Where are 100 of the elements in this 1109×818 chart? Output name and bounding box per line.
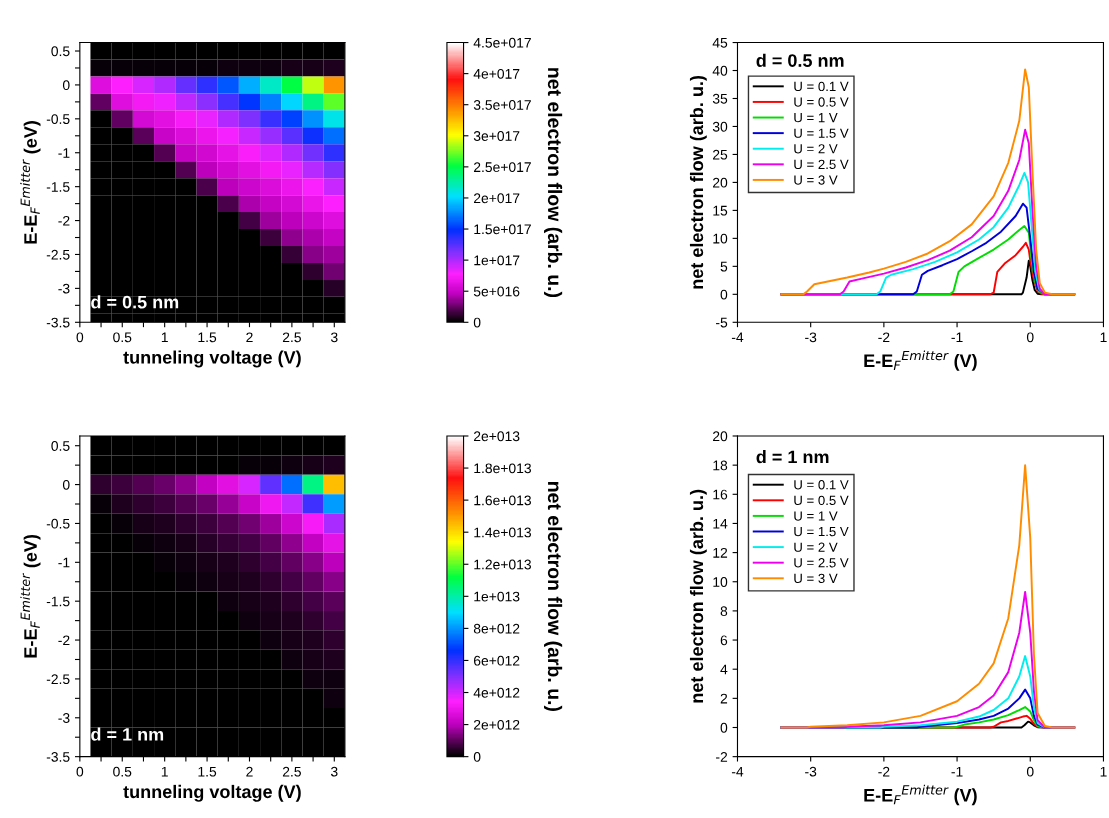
x-tick-label: 0 <box>76 766 84 777</box>
y-tick-label: -0.5 <box>46 518 70 529</box>
y-tick-label: 4 <box>720 664 728 675</box>
y-tick-label: 0.5 <box>51 441 70 451</box>
color-bar-title: net electron flow (arb. u.) <box>544 482 563 711</box>
color-bar-label: 0 <box>473 317 481 328</box>
x-tick-label: -1 <box>951 332 963 343</box>
x-tick-label: 2.5 <box>282 332 301 343</box>
legend-label: U = 0.5 V <box>794 495 849 506</box>
y-axis-title: E-E$_{F}$$^{Emitter}$ (eV) <box>20 121 41 244</box>
y-tick-label: 12 <box>713 547 728 558</box>
x-tick-label: 1 <box>161 332 168 343</box>
x-tick-label: 0.5 <box>113 766 132 777</box>
color-bar-label: 2e+012 <box>473 719 520 730</box>
color-bar-label: 1e+013 <box>474 591 520 602</box>
x-tick-label: 0.5 <box>113 332 132 343</box>
x-axis-title: E-E$_{F}$$^{Emitter}$ (V) <box>864 784 977 806</box>
annotation: d = 0.5 nm <box>756 53 844 67</box>
color-bar-label: 8e+012 <box>473 623 520 634</box>
x-tick-label: 2 <box>246 766 253 777</box>
x-tick-label: 2.5 <box>282 766 301 777</box>
x-tick-label: -4 <box>731 766 744 777</box>
x-axis-title: tunneling voltage (V) <box>123 784 301 802</box>
x-tick-label: -2 <box>878 332 890 343</box>
legend-label: U = 2.5 V <box>794 558 849 568</box>
color-bar-label: 4e+012 <box>473 687 520 698</box>
color-bar-label: 2.5e+017 <box>473 162 531 173</box>
annotation: d = 1 nm <box>756 450 829 464</box>
x-tick-label: 1 <box>161 766 168 777</box>
y-tick-label: 45 <box>712 38 728 48</box>
y-tick-label: 35 <box>712 93 728 104</box>
y-tick-label: 0 <box>720 289 728 300</box>
y-tick-label: 0 <box>62 80 70 91</box>
y-tick-label: 30 <box>712 121 728 132</box>
color-bar-label: 1.5e+017 <box>474 224 531 235</box>
y-tick-label: 2 <box>720 693 728 704</box>
x-tick-label: -3 <box>805 332 817 343</box>
legend-label: U = 2 V <box>794 144 838 154</box>
y-axis-title: net electron flow (arb. u.) <box>689 75 707 289</box>
color-bar-label: 6e+012 <box>473 655 520 666</box>
annotation: d = 0.5 nm <box>91 295 179 309</box>
y-tick-label: 15 <box>713 205 728 216</box>
color-bar-label: 2e+013 <box>473 431 520 442</box>
x-tick-label: 0 <box>1026 766 1034 777</box>
x-tick-label: 1.5 <box>198 332 217 343</box>
y-tick-label: -3.5 <box>46 317 70 328</box>
x-tick-label: 1.5 <box>198 766 217 777</box>
y-tick-label: 18 <box>713 460 728 471</box>
y-tick-label: 6 <box>720 635 728 646</box>
color-bar-label: 1.4e+013 <box>474 527 531 538</box>
x-tick-label: 3 <box>330 766 338 777</box>
x-tick-label: 0 <box>1026 332 1034 343</box>
y-tick-label: 20 <box>713 177 728 188</box>
legend-label: U = 0.5 V <box>794 97 849 107</box>
color-bar-title: net electron flow (arb. u.) <box>544 68 563 298</box>
y-axis-title: E-E$_{F}$$^{Emitter}$ (eV) <box>20 534 41 658</box>
y-tick-label: -1.5 <box>46 182 70 192</box>
legend-label: U = 3 V <box>794 175 838 185</box>
x-tick-label: 1 <box>1100 766 1107 777</box>
y-tick-label: 0 <box>62 479 70 490</box>
y-axis-title: net electron flow (arb. u.) <box>689 489 707 703</box>
legend-label: U = 1 V <box>794 511 838 521</box>
y-tick-label: 10 <box>713 233 728 244</box>
x-tick-label: 3 <box>330 332 338 343</box>
x-tick-label: 1 <box>1100 332 1107 343</box>
color-bar-label: 3e+017 <box>473 131 520 141</box>
y-tick-label: 40 <box>712 65 728 76</box>
y-tick-label: -3 <box>58 713 70 723</box>
y-tick-label: 16 <box>713 489 728 500</box>
y-tick-label: -2.5 <box>46 674 70 685</box>
y-tick-label: -2.5 <box>46 249 70 260</box>
x-axis-title: E-E$_{F}$$^{Emitter}$ (V) <box>864 350 977 371</box>
x-tick-label: -4 <box>731 332 744 343</box>
y-tick-label: 0.5 <box>51 46 70 57</box>
legend-label: U = 1.5 V <box>794 527 849 537</box>
color-bar-label: 2e+017 <box>473 193 520 204</box>
color-bar-label: 5e+016 <box>473 286 520 297</box>
x-tick-label: -3 <box>805 766 817 777</box>
color-bar-label: 4e+017 <box>473 68 520 79</box>
y-tick-label: 0 <box>720 722 728 733</box>
y-tick-label: -1.5 <box>46 596 70 607</box>
y-tick-label: -1 <box>58 148 70 158</box>
y-tick-label: -5 <box>716 317 728 328</box>
legend-label: U = 2.5 V <box>794 159 849 170</box>
color-bar-label: 1.2e+013 <box>474 559 531 570</box>
color-bar-label: 1.8e+013 <box>474 463 531 474</box>
x-axis-title: tunneling voltage (V) <box>123 350 301 368</box>
color-bar-label: 1e+017 <box>474 255 520 266</box>
color-bar-label: 4.5e+017 <box>473 37 531 48</box>
x-tick-label: -2 <box>878 766 890 777</box>
y-tick-label: 20 <box>713 431 728 442</box>
y-tick-label: -0.5 <box>46 114 70 124</box>
y-tick-label: -3.5 <box>46 751 70 762</box>
color-bar-label: 3.5e+017 <box>473 100 531 110</box>
x-tick-label: 2 <box>246 332 253 343</box>
y-tick-label: 10 <box>713 577 728 587</box>
legend-label: U = 0.1 V <box>794 480 849 490</box>
y-tick-label: 5 <box>720 261 728 272</box>
y-tick-label: -2 <box>58 215 70 226</box>
y-tick-label: 8 <box>720 606 728 617</box>
